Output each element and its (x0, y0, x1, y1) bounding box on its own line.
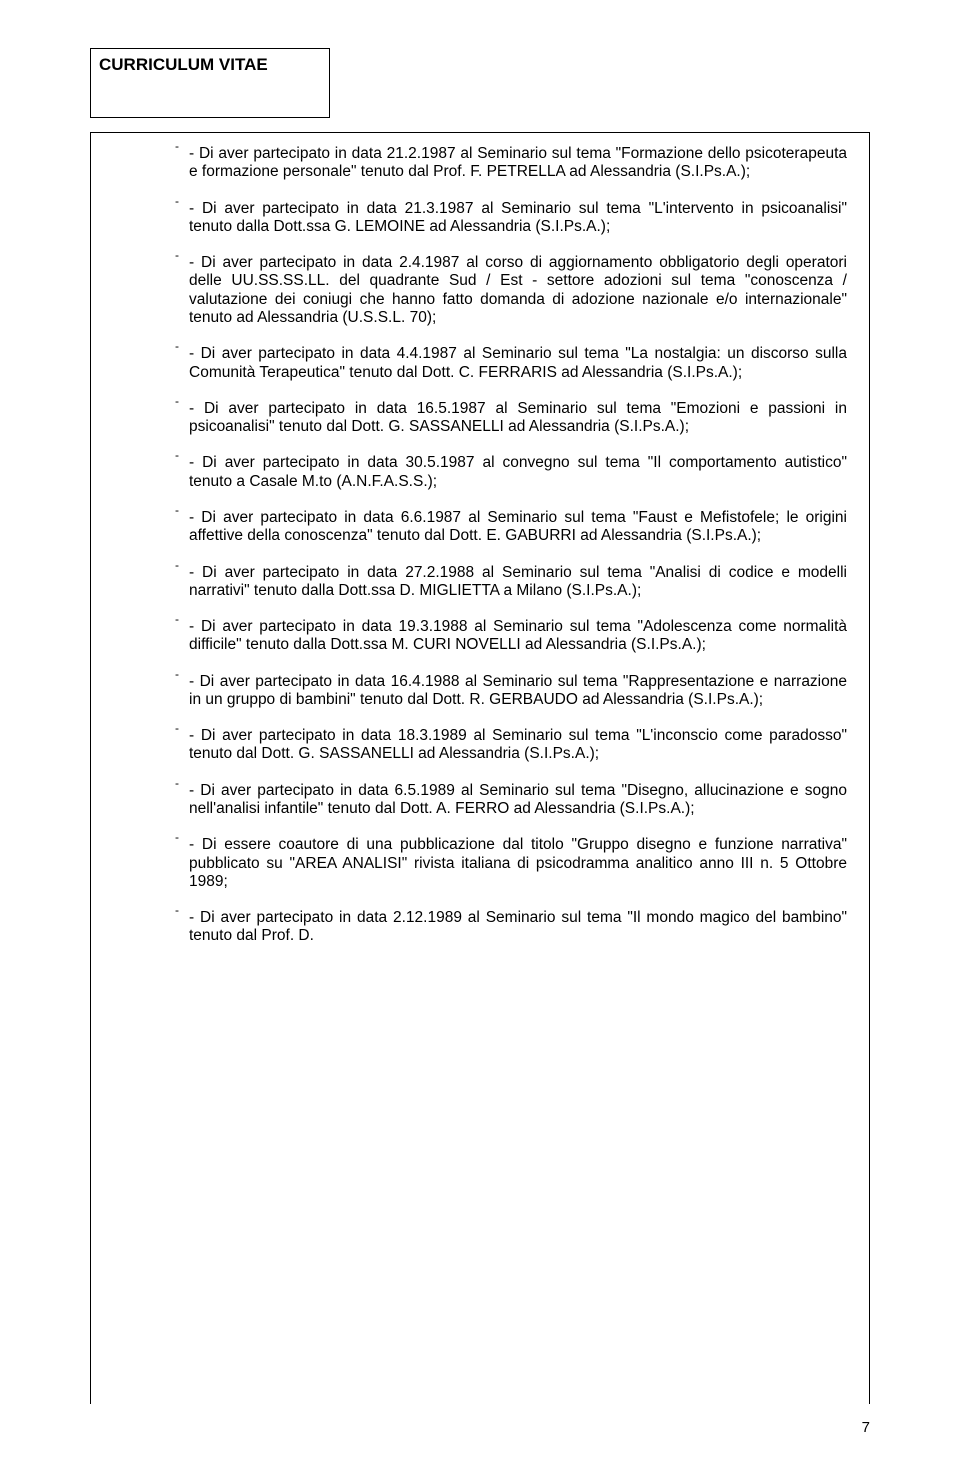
entry-text: - Di aver partecipato in data 4.4.1987 a… (189, 345, 847, 380)
cv-entry: -- Di aver partecipato in data 6.5.1989 … (189, 782, 847, 819)
bullet-dash: - (175, 612, 179, 626)
cv-entry: -- Di aver partecipato in data 16.4.1988… (189, 673, 847, 710)
entry-text: - Di aver partecipato in data 21.2.1987 … (189, 145, 847, 180)
cv-entry: -- Di aver partecipato in data 30.5.1987… (189, 454, 847, 491)
entry-text: - Di aver partecipato in data 16.5.1987 … (189, 400, 847, 435)
bullet-dash: - (175, 558, 179, 572)
header-box: CURRICULUM VITAE (90, 48, 330, 118)
entry-text: - Di aver partecipato in data 16.4.1988 … (189, 673, 847, 708)
cv-entry: -- Di aver partecipato in data 21.2.1987… (189, 145, 847, 182)
cv-entry: -- Di aver partecipato in data 2.4.1987 … (189, 254, 847, 327)
cv-entry: -- Di aver partecipato in data 4.4.1987 … (189, 345, 847, 382)
entry-text: - Di aver partecipato in data 2.12.1989 … (189, 909, 847, 944)
page-number: 7 (862, 1419, 870, 1436)
bullet-dash: - (175, 903, 179, 917)
bullet-dash: - (175, 667, 179, 681)
cv-entry: -- Di aver partecipato in data 21.3.1987… (189, 200, 847, 237)
entry-text: - Di aver partecipato in data 2.4.1987 a… (189, 254, 847, 326)
bullet-dash: - (175, 194, 179, 208)
entry-text: - Di aver partecipato in data 21.3.1987 … (189, 200, 847, 235)
cv-entry: -- Di aver partecipato in data 27.2.1988… (189, 564, 847, 601)
page-title: CURRICULUM VITAE (99, 55, 321, 75)
bullet-dash: - (175, 721, 179, 735)
cv-entry: -- Di aver partecipato in data 19.3.1988… (189, 618, 847, 655)
bullet-dash: - (175, 830, 179, 844)
cv-entry: -- Di aver partecipato in data 2.12.1989… (189, 909, 847, 946)
document-page: CURRICULUM VITAE -- Di aver partecipato … (0, 0, 960, 1458)
bullet-dash: - (175, 776, 179, 790)
entry-text: - Di aver partecipato in data 18.3.1989 … (189, 727, 847, 762)
cv-entry: -- Di aver partecipato in data 18.3.1989… (189, 727, 847, 764)
cv-entry: -- Di aver partecipato in data 16.5.1987… (189, 400, 847, 437)
entry-text: - Di aver partecipato in data 19.3.1988 … (189, 618, 847, 653)
bullet-dash: - (175, 248, 179, 262)
entry-text: - Di aver partecipato in data 27.2.1988 … (189, 564, 847, 599)
cv-entry: -- Di aver partecipato in data 6.6.1987 … (189, 509, 847, 546)
bullet-dash: - (175, 503, 179, 517)
entry-text: - Di aver partecipato in data 6.6.1987 a… (189, 509, 847, 544)
entry-text: - Di aver partecipato in data 6.5.1989 a… (189, 782, 847, 817)
content-box: -- Di aver partecipato in data 21.2.1987… (90, 132, 870, 1404)
cv-entry: -- Di essere coautore di una pubblicazio… (189, 836, 847, 891)
bullet-dash: - (175, 394, 179, 408)
bullet-dash: - (175, 448, 179, 462)
entry-text: - Di aver partecipato in data 30.5.1987 … (189, 454, 847, 489)
bullet-dash: - (175, 339, 179, 353)
bullet-dash: - (175, 139, 179, 153)
entry-text: - Di essere coautore di una pubblicazion… (189, 836, 847, 890)
